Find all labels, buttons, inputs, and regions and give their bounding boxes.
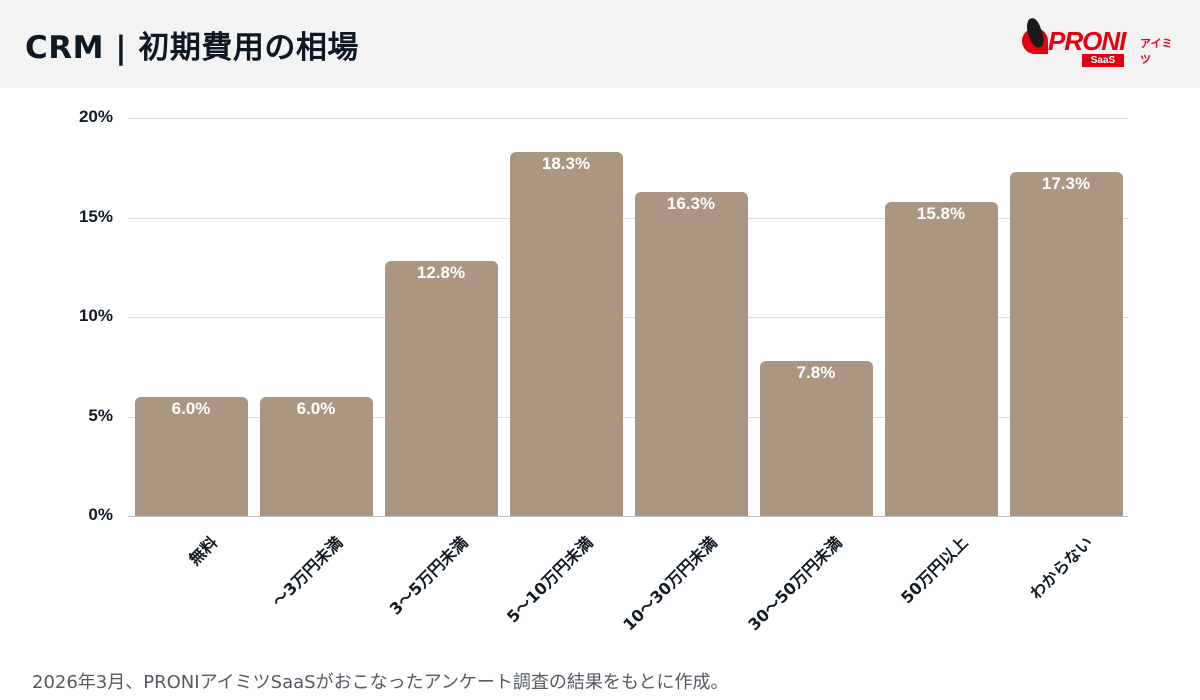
logo-kana-text: アイミツ <box>1140 37 1173 66</box>
bar-value-label: 6.0% <box>296 398 336 418</box>
x-axis-category-label: 3〜5万円未満 <box>385 532 472 619</box>
bar-value-label: 6.0% <box>171 398 211 418</box>
bar: 18.3% <box>509 151 623 516</box>
bar-value-label: 16.3% <box>666 193 716 213</box>
gridline <box>128 217 1128 219</box>
gridline <box>128 118 1128 119</box>
bar: 15.8% <box>884 201 998 516</box>
x-axis-category-label: 〜3万円未満 <box>268 532 346 611</box>
y-axis-tick-label: 15% <box>78 206 113 226</box>
y-axis-tick-label: 20% <box>78 107 113 126</box>
bar-chart: 0% 5% 10% 15% 20% 6.0% 無料 6.0% 〜3万円未満 12.8% 3〜5万円未… <box>0 88 1200 648</box>
bar: 16.3% <box>634 191 748 516</box>
x-axis-category-label: 50万円以上 <box>896 532 972 608</box>
page-title: CRM | 初期費用の相場 <box>25 30 359 66</box>
proni-logo: PRONI アイミツ SaaS <box>1018 16 1183 70</box>
bar: 6.0% <box>259 396 373 516</box>
x-axis-category-label: 10〜30万円未満 <box>618 532 721 635</box>
bar: 7.8% <box>759 360 873 516</box>
bar: 17.3% <box>1009 171 1123 516</box>
bar-value-label: 7.8% <box>796 362 836 382</box>
gridline <box>128 516 1128 517</box>
header-band: CRM | 初期費用の相場 PRONI アイミツ SaaS <box>0 0 1200 88</box>
bar-value-label: 17.3% <box>1041 173 1091 193</box>
logo-brand-text: PRONI <box>1048 26 1126 56</box>
x-axis-category-label: わからない <box>1025 532 1096 603</box>
bar-value-label: 12.8% <box>416 263 466 283</box>
x-axis-category-label: 30〜50万円未満 <box>743 532 846 635</box>
x-axis-category-label: 無料 <box>184 532 221 569</box>
logo-saas-badge: SaaS <box>1082 54 1124 67</box>
x-axis-category-label: 5〜10万円未満 <box>502 532 597 627</box>
bar: 6.0% <box>134 396 248 516</box>
bar-value-label: 15.8% <box>916 203 966 223</box>
bar: 12.8% <box>384 261 498 516</box>
bar-value-label: 18.3% <box>541 153 591 173</box>
gridline <box>128 317 1128 318</box>
gridline <box>128 416 1128 418</box>
source-footnote: 2026年3月、PRONIアイミツSaaSがおこなったアンケート調査の結果をもと… <box>32 672 729 693</box>
y-axis-tick-label: 0% <box>88 505 113 524</box>
y-axis-tick-label: 10% <box>78 306 113 325</box>
y-axis-tick-label: 5% <box>88 405 113 425</box>
